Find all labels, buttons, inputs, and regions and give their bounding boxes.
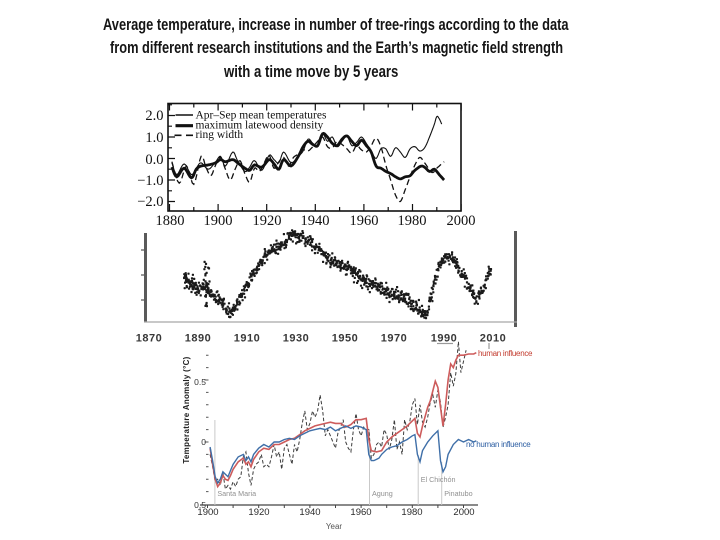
svg-text:1940: 1940 [299, 507, 320, 518]
svg-text:1940: 1940 [301, 213, 330, 229]
svg-text:El Chichón: El Chichón [421, 475, 456, 484]
svg-text:maximum latewood density: maximum latewood density [196, 120, 324, 132]
svg-text:no human influence: no human influence [466, 440, 531, 449]
svg-text:1950: 1950 [332, 333, 358, 345]
svg-text:2000: 2000 [453, 507, 474, 518]
svg-text:Apr–Sep mean temperatures: Apr–Sep mean temperatures [196, 110, 327, 122]
svg-text:−2.0: −2.0 [137, 194, 163, 210]
svg-text:2000: 2000 [447, 213, 476, 229]
svg-text:2010: 2010 [480, 333, 506, 345]
svg-text:1980: 1980 [401, 507, 422, 518]
svg-text:ring width: ring width [196, 129, 244, 141]
svg-text:Agung: Agung [372, 489, 393, 498]
svg-text:1900: 1900 [197, 507, 218, 518]
svg-text:1930: 1930 [283, 333, 309, 345]
svg-text:1970: 1970 [381, 333, 407, 345]
svg-text:1920: 1920 [253, 213, 282, 229]
svg-text:Temperature Anomaly (°C): Temperature Anomaly (°C) [182, 356, 191, 463]
svg-text:0: 0 [201, 437, 206, 447]
svg-text:0.5: 0.5 [194, 500, 206, 510]
svg-text:1.0: 1.0 [145, 130, 163, 146]
svg-text:1900: 1900 [204, 213, 233, 229]
svg-text:1960: 1960 [350, 213, 379, 229]
svg-text:1880: 1880 [156, 213, 185, 229]
svg-text:2.0: 2.0 [145, 108, 163, 124]
svg-text:−1.0: −1.0 [137, 173, 163, 189]
svg-text:0.5: 0.5 [194, 377, 206, 387]
svg-text:1960: 1960 [350, 507, 371, 518]
svg-text:1980: 1980 [398, 213, 427, 229]
svg-text:human influence: human influence [478, 349, 533, 358]
svg-text:0.0: 0.0 [145, 152, 163, 168]
svg-text:Year: Year [326, 522, 343, 531]
svg-text:1910: 1910 [234, 333, 260, 345]
svg-text:1920: 1920 [248, 507, 269, 518]
svg-text:1870: 1870 [136, 333, 162, 345]
svg-text:Pinatubo: Pinatubo [444, 489, 472, 498]
svg-text:1890: 1890 [185, 333, 211, 345]
svg-text:Santa Maria: Santa Maria [217, 489, 256, 498]
svg-text:1990: 1990 [431, 333, 457, 345]
